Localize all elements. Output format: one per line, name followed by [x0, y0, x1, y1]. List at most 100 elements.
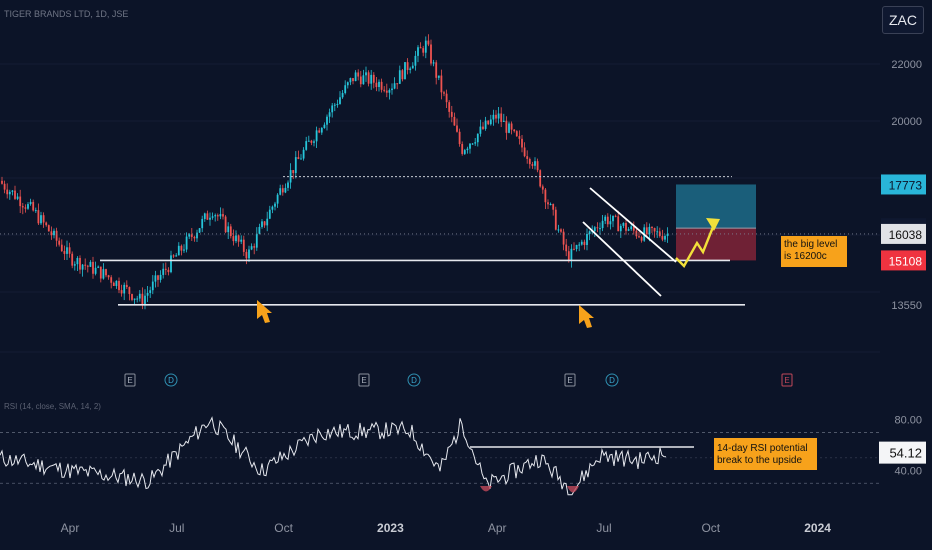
rsi-note-text: 14-day RSI potential	[717, 443, 808, 454]
earnings-marker	[358, 373, 370, 387]
candle-body	[331, 105, 334, 113]
candle-body	[79, 257, 81, 270]
candle-body	[300, 158, 302, 160]
candle-body	[209, 217, 211, 220]
candle-body	[370, 74, 373, 84]
candle-body	[614, 215, 617, 217]
earnings-label: E	[127, 376, 132, 385]
candle-body	[661, 236, 664, 240]
candle-body	[34, 210, 37, 212]
candle-body	[510, 123, 513, 130]
candle-body	[63, 251, 66, 254]
candle-body	[84, 264, 87, 266]
candle-body	[419, 47, 422, 49]
candle-body	[552, 204, 555, 210]
candle-body	[71, 253, 74, 266]
candle-body	[193, 236, 196, 239]
candle-body	[528, 158, 531, 165]
candle-body	[164, 268, 167, 270]
candle-body	[237, 235, 240, 242]
candle-body	[417, 47, 419, 56]
candle-body	[3, 183, 6, 190]
candle-body	[521, 138, 523, 148]
candle-body	[601, 220, 604, 229]
candle-body	[586, 233, 588, 245]
candle-body	[297, 157, 300, 160]
candle-body	[549, 204, 552, 206]
candle-body	[305, 141, 308, 150]
candle-body	[450, 111, 453, 117]
candle-body	[461, 144, 464, 154]
candle-body	[606, 216, 609, 225]
candle-body	[651, 226, 653, 228]
stop-zone	[676, 228, 756, 261]
earnings-marker	[564, 373, 576, 387]
candle-body	[336, 103, 339, 105]
candle-body	[27, 204, 29, 209]
rsi-line	[0, 416, 667, 496]
candle-body	[492, 114, 495, 120]
earnings-label: E	[361, 376, 366, 385]
candle-body	[97, 266, 100, 268]
candle-body	[359, 76, 362, 85]
candle-body	[625, 222, 627, 231]
candle-body	[575, 244, 578, 250]
candle-body	[617, 216, 620, 232]
candle-body	[175, 255, 178, 257]
dividend-label: D	[609, 376, 615, 385]
candle-body	[622, 222, 625, 226]
candle-body	[274, 203, 276, 207]
candle-body	[404, 62, 406, 80]
candle-body	[326, 116, 328, 125]
candle-body	[440, 75, 443, 93]
candle-body	[315, 130, 318, 142]
candle-body	[118, 280, 120, 291]
candle-body	[578, 244, 581, 246]
candle-body	[110, 277, 113, 283]
candle-body	[313, 141, 315, 143]
candle-body	[656, 231, 659, 233]
candle-body	[227, 226, 230, 233]
candle-body	[21, 206, 24, 208]
candle-body	[105, 269, 107, 276]
candle-body	[544, 189, 547, 203]
candle-body	[206, 213, 209, 220]
candle-body	[648, 226, 651, 235]
candle-body	[539, 170, 542, 187]
candle-body	[45, 222, 48, 226]
candle-body	[570, 248, 573, 261]
candle-body	[76, 257, 79, 265]
candle-body	[60, 244, 63, 252]
candle-body	[346, 82, 349, 86]
candle-body	[565, 244, 568, 252]
candle-body	[541, 186, 544, 190]
candle-body	[232, 236, 235, 242]
candle-body	[391, 88, 393, 91]
currency-button[interactable]: ZAC	[882, 6, 924, 34]
candle-body	[427, 40, 430, 45]
candle-body	[378, 81, 380, 88]
rsi-axis-tick: 80.00	[894, 415, 922, 427]
candle-body	[50, 231, 53, 236]
arrow-icon	[257, 300, 272, 323]
candle-body	[294, 157, 297, 174]
candle-body	[68, 247, 71, 254]
candle-body	[203, 213, 206, 219]
candle-body	[258, 226, 261, 234]
channel-lower-line	[582, 221, 662, 297]
candle-body	[128, 287, 131, 295]
candle-body	[422, 48, 425, 53]
candle-body	[567, 251, 570, 261]
candle-body	[55, 230, 58, 241]
candle-body	[222, 214, 224, 217]
candle-body	[640, 237, 643, 241]
price-axis-tick: 22000	[891, 59, 922, 71]
rsi-value-box	[879, 441, 926, 464]
candle-body	[604, 216, 607, 221]
candle-body	[266, 218, 269, 226]
candle-body	[157, 275, 159, 280]
candle-body	[292, 170, 295, 174]
candle-body	[32, 201, 35, 211]
